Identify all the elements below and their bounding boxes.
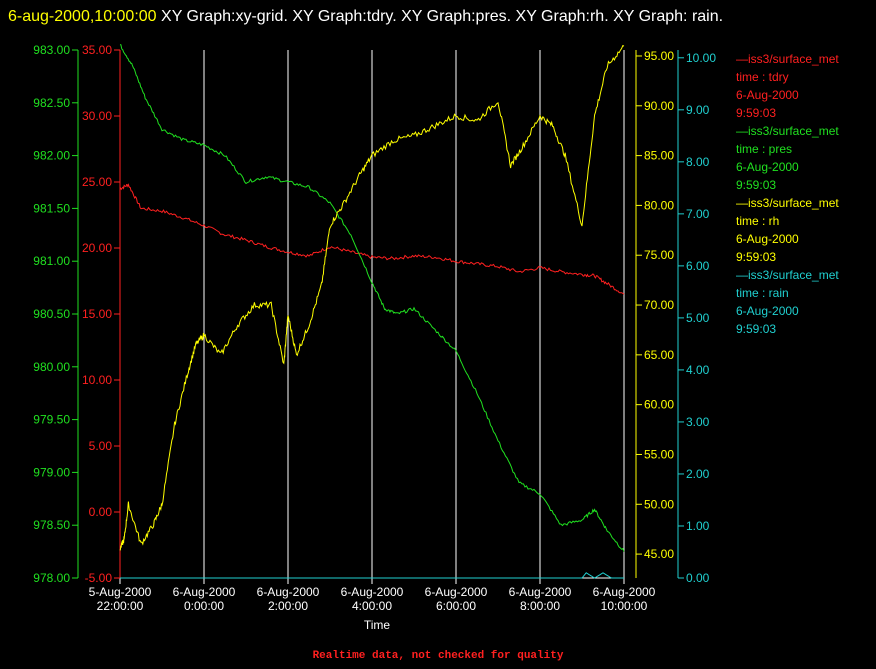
pres-tick-label: 980.00 [33, 360, 70, 374]
tdry-tick-label: 20.00 [82, 241, 112, 255]
tdry-tick-label: 30.00 [82, 109, 112, 123]
title-timestamp: 6-aug-2000,10:00:00 [8, 8, 157, 25]
tdry-tick-label: 25.00 [82, 175, 112, 189]
tdry-tick-label: 10.00 [82, 373, 112, 387]
tdry-tick-label: 35.00 [82, 43, 112, 57]
x-tick-label-date: 5-Aug-2000 [89, 585, 152, 599]
rain-tick-label: 0.00 [686, 571, 710, 585]
title-graph-list: XY Graph:xy-grid. XY Graph:tdry. XY Grap… [156, 8, 724, 25]
x-tick-label-date: 6-Aug-2000 [341, 585, 404, 599]
legend-line2: time : tdry [736, 70, 789, 84]
legend-line4: 9:59:03 [736, 178, 777, 192]
rain-tick-label: 4.00 [686, 363, 710, 377]
rain-series-line [120, 572, 624, 579]
pres-tick-label: 981.50 [33, 201, 70, 215]
legend-line3: 6-Aug-2000 [736, 232, 799, 246]
x-tick-label-time: 10:00:00 [601, 599, 648, 613]
rh-tick-label: 90.00 [644, 99, 674, 113]
x-tick-label-time: 8:00:00 [520, 599, 560, 613]
legend-line1: —iss3/surface_met [736, 124, 839, 138]
rain-tick-label: 6.00 [686, 259, 710, 273]
x-tick-label-date: 6-Aug-2000 [509, 585, 572, 599]
rh-tick-label: 80.00 [644, 198, 674, 212]
x-tick-label-time: 2:00:00 [268, 599, 308, 613]
rain-tick-label: 8.00 [686, 155, 710, 169]
legend-line2: time : rain [736, 286, 789, 300]
tdry-tick-label: 15.00 [82, 307, 112, 321]
x-tick-label-time: 0:00:00 [184, 599, 224, 613]
x-tick-label-date: 6-Aug-2000 [425, 585, 488, 599]
rh-series-line [119, 44, 625, 551]
pres-tick-label: 978.50 [33, 518, 70, 532]
page-title: 6-aug-2000,10:00:00 XY Graph:xy-grid. XY… [8, 2, 868, 32]
x-axis-label: Time [364, 618, 391, 632]
rain-tick-label: 7.00 [686, 207, 710, 221]
tdry-tick-label: 5.00 [89, 439, 113, 453]
legend-line4: 9:59:03 [736, 322, 777, 336]
quality-notice: Realtime data, not checked for quality [312, 650, 564, 662]
legend-line2: time : rh [736, 214, 780, 228]
x-tick-label-time: 6:00:00 [436, 599, 476, 613]
rh-tick-label: 65.00 [644, 348, 674, 362]
legend-line4: 9:59:03 [736, 250, 777, 264]
legend-line1: —iss3/surface_met [736, 268, 839, 282]
rain-tick-label: 10.00 [686, 51, 716, 65]
legend-line4: 9:59:03 [736, 106, 777, 120]
rh-tick-label: 60.00 [644, 398, 674, 412]
pres-tick-label: 978.00 [33, 571, 70, 585]
pres-tick-label: 981.00 [33, 254, 70, 268]
pres-tick-label: 980.50 [33, 307, 70, 321]
pres-tick-label: 979.00 [33, 465, 70, 479]
legend-line3: 6-Aug-2000 [736, 88, 799, 102]
x-tick-label-date: 6-Aug-2000 [593, 585, 656, 599]
rain-tick-label: 2.00 [686, 467, 710, 481]
legend-line1: —iss3/surface_met [736, 52, 839, 66]
x-tick-label-date: 6-Aug-2000 [173, 585, 236, 599]
pres-series-line [119, 44, 625, 552]
rh-tick-label: 85.00 [644, 149, 674, 163]
rain-tick-label: 9.00 [686, 103, 710, 117]
pres-tick-label: 982.00 [33, 149, 70, 163]
tdry-series-line [119, 183, 625, 295]
tdry-tick-label: -5.00 [85, 571, 113, 585]
legend-line3: 6-Aug-2000 [736, 160, 799, 174]
rh-tick-label: 55.00 [644, 447, 674, 461]
pres-tick-label: 982.50 [33, 96, 70, 110]
rain-tick-label: 1.00 [686, 519, 710, 533]
rh-tick-label: 45.00 [644, 547, 674, 561]
x-tick-label-time: 22:00:00 [97, 599, 144, 613]
rh-tick-label: 50.00 [644, 497, 674, 511]
legend-line3: 6-Aug-2000 [736, 304, 799, 318]
legend-line2: time : pres [736, 142, 793, 156]
rain-tick-label: 5.00 [686, 311, 710, 325]
tdry-tick-label: 0.00 [89, 505, 113, 519]
legend-line1: —iss3/surface_met [736, 196, 839, 210]
rh-tick-label: 75.00 [644, 248, 674, 262]
rh-tick-label: 95.00 [644, 49, 674, 63]
pres-tick-label: 979.50 [33, 413, 70, 427]
pres-tick-label: 983.00 [33, 43, 70, 57]
rain-tick-label: 3.00 [686, 415, 710, 429]
rh-tick-label: 70.00 [644, 298, 674, 312]
x-tick-label-date: 6-Aug-2000 [257, 585, 320, 599]
x-tick-label-time: 4:00:00 [352, 599, 392, 613]
